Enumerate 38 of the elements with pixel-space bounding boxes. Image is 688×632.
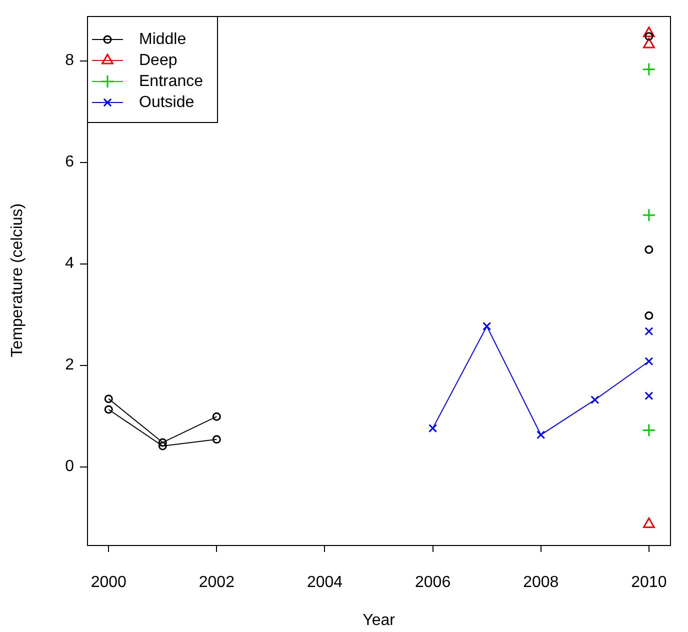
legend-label: Outside (139, 94, 194, 111)
point (104, 405, 113, 414)
point (482, 322, 492, 331)
point (642, 424, 656, 438)
x-tick-label: 2000 (90, 574, 127, 592)
point (644, 311, 654, 320)
point (642, 38, 655, 48)
y-tick-label: 8 (65, 52, 74, 70)
point (590, 396, 600, 404)
x-tick-label: 2004 (306, 574, 343, 592)
point (644, 32, 654, 41)
y-tick-label: 0 (65, 458, 74, 476)
y-tick-label: 4 (65, 255, 74, 272)
y-tick-label: 6 (65, 154, 74, 171)
point (642, 62, 656, 76)
point (158, 442, 167, 450)
y-axis-title: Temperature (celcius) (9, 203, 26, 358)
point (644, 356, 654, 366)
x-tick-label: 2010 (631, 574, 667, 592)
legend-label: Middle (139, 30, 186, 48)
x-tick-label: 2006 (415, 574, 451, 592)
point (428, 424, 438, 433)
point (642, 208, 656, 222)
x-tick-label: 2002 (198, 574, 235, 592)
point (644, 245, 654, 254)
point (104, 394, 113, 404)
point (536, 430, 546, 440)
point (212, 412, 221, 421)
x-tick-label: 2008 (523, 574, 559, 592)
point (158, 438, 167, 447)
point (644, 327, 654, 336)
point (642, 26, 655, 38)
legend-label: Entrance (139, 72, 204, 90)
x-axis-title: Year (362, 612, 396, 629)
point (212, 435, 221, 444)
y-tick-label: 2 (65, 356, 74, 374)
legend-label: Deep (139, 52, 178, 69)
point (644, 391, 654, 400)
